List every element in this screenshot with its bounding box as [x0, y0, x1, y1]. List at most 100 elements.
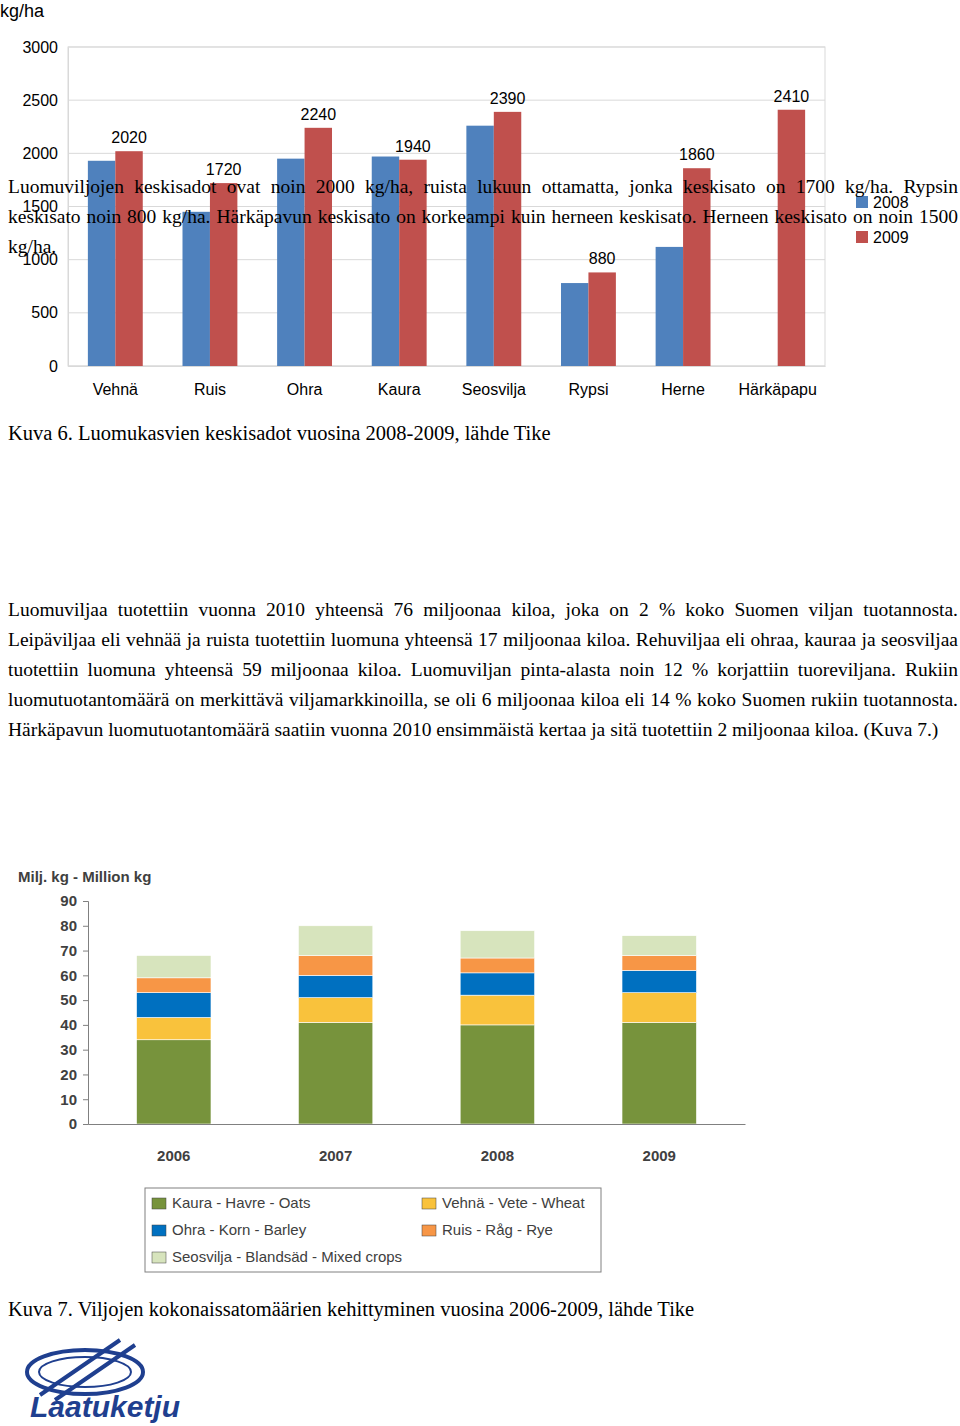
legend-swatch	[856, 231, 868, 243]
bars	[137, 926, 697, 1124]
grid-line	[68, 47, 825, 48]
tick-label: Herne	[661, 381, 705, 398]
bar-segment	[137, 1040, 211, 1124]
tick-label: 2007	[319, 1147, 352, 1164]
bar-segment	[137, 978, 211, 993]
grid-line	[68, 100, 825, 101]
tick-label: 60	[60, 967, 77, 984]
bar-segment	[622, 970, 696, 992]
bar-segment	[622, 993, 696, 1023]
data-label: 880	[589, 250, 616, 267]
tick: 20	[60, 1066, 88, 1083]
tick: Kaura	[378, 381, 421, 398]
bar-segment	[298, 926, 372, 956]
paragraph: Luomuviljaa tuotettiin vuonna 2010 yhtee…	[8, 595, 958, 745]
tick-label: 20	[60, 1066, 77, 1083]
bar-segment	[298, 956, 372, 976]
tick-mark	[83, 1000, 88, 1001]
bar	[561, 283, 588, 366]
tick-label: 30	[60, 1041, 77, 1058]
logo: Laatuketju	[27, 1340, 180, 1423]
data-label: 2390	[490, 90, 526, 107]
bar-segment	[137, 1017, 211, 1039]
chart-2: 01020304050607080902006200720082009Milj.…	[18, 868, 746, 1272]
tick-mark	[83, 1099, 88, 1100]
logo-shape	[39, 1357, 131, 1387]
bar-segment	[622, 936, 696, 956]
legend-swatch	[152, 1198, 166, 1209]
tick-label: Vehnä	[93, 381, 138, 398]
tick-label: 0	[49, 358, 58, 375]
tick-label: 90	[60, 892, 77, 909]
bar	[494, 112, 521, 366]
legend-swatch	[422, 1198, 436, 1209]
data-label: 2410	[774, 88, 810, 105]
bar-segment	[137, 993, 211, 1018]
tick-label: 10	[60, 1091, 77, 1108]
tick: Ohra	[287, 381, 323, 398]
tick-label: 2500	[22, 92, 58, 109]
bar	[683, 168, 710, 366]
caption: Kuva 6. Luomukasvien keskisadot vuosina …	[8, 422, 551, 445]
axis-line	[83, 902, 89, 1125]
bar-segment	[298, 1022, 372, 1124]
tick-mark	[83, 951, 88, 952]
tick-label: Ruis	[194, 381, 226, 398]
tick: Vehnä	[93, 381, 138, 398]
axis-line	[69, 366, 826, 367]
tick-mark	[83, 926, 88, 927]
tick-label: 70	[60, 942, 77, 959]
bar-segment	[460, 973, 534, 995]
grid-line	[68, 312, 825, 313]
legend-label: Vehnä - Vete - Wheat	[442, 1194, 585, 1211]
bars	[88, 110, 805, 366]
legend-swatch	[152, 1225, 166, 1236]
tick-label: 80	[60, 917, 77, 934]
tick-label: Rypsi	[568, 381, 608, 398]
tick-label: 500	[31, 304, 58, 321]
tick-label: Härkäpapu	[739, 381, 817, 398]
tick-mark	[83, 1025, 88, 1026]
tick: Härkäpapu	[739, 381, 817, 398]
bar-segment	[137, 956, 211, 978]
tick: Herne	[661, 381, 705, 398]
tick: Rypsi	[568, 381, 608, 398]
legend-label: 2009	[873, 229, 909, 246]
bar-segment	[460, 1025, 534, 1124]
tick-label: 2009	[643, 1147, 676, 1164]
legend-label: Seosvilja - Blandsäd - Mixed crops	[172, 1248, 402, 1265]
tick: 2500	[22, 92, 68, 109]
tick: 2006	[157, 1147, 190, 1164]
data-label: 1860	[679, 146, 715, 163]
tick: 70	[60, 942, 88, 959]
data-label: 2240	[300, 106, 336, 123]
bar-segment	[622, 1022, 696, 1124]
tick: 2008	[481, 1147, 514, 1164]
tick-label: Seosvilja	[462, 381, 526, 398]
tick: 500	[31, 304, 68, 321]
paragraph: Luomuviljojen keskisadot ovat noin 2000 …	[8, 172, 958, 262]
tick: 40	[60, 1016, 88, 1033]
bar	[466, 126, 493, 366]
tick-label: 2008	[481, 1147, 514, 1164]
tick-label: 40	[60, 1016, 77, 1033]
tick-label: 3000	[22, 39, 58, 56]
data-label: 1940	[395, 138, 431, 155]
tick: 80	[60, 917, 88, 934]
grid-line	[68, 366, 825, 367]
bar	[305, 128, 332, 366]
tick: 30	[60, 1041, 88, 1058]
tick-mark	[83, 901, 88, 902]
caption: Kuva 7. Viljojen kokonaissatomäärien keh…	[8, 1298, 694, 1321]
tick: 2000	[22, 145, 68, 162]
tick-label: 0	[69, 1115, 77, 1132]
tick-mark	[83, 1074, 88, 1075]
legend-label: Ruis - Råg - Rye	[442, 1221, 553, 1238]
bar	[182, 212, 209, 366]
bar-segment	[298, 975, 372, 997]
axis-line	[89, 1124, 746, 1125]
tick-label: 2000	[22, 145, 58, 162]
tick: 90	[60, 892, 88, 909]
tick: 50	[60, 991, 88, 1008]
tick-mark	[83, 1124, 88, 1125]
